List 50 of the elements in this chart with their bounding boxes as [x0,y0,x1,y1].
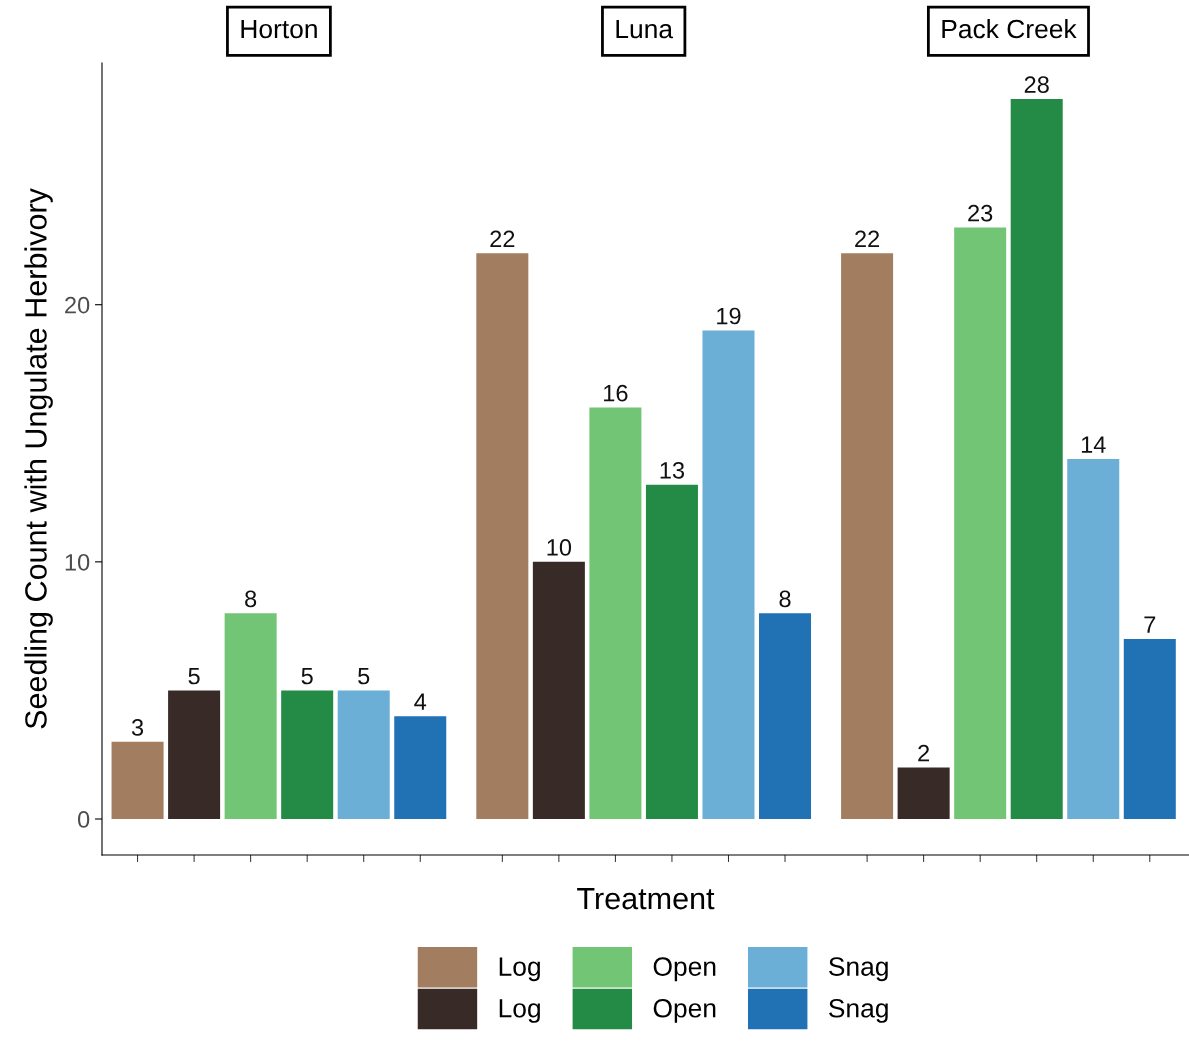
bar [168,690,221,819]
legend-label: Log [499,999,540,1023]
data-label: 8 [779,590,791,608]
x-tick-label: Pack Creek [942,18,1077,39]
data-label: 19 [717,307,741,325]
bar [645,484,698,819]
bar [954,227,1007,819]
bar [897,767,950,819]
data-label: 5 [188,667,200,685]
y-tick-label: 20 [65,296,90,314]
bar [532,561,585,819]
bar [224,613,277,819]
bar [281,690,334,819]
y-tick-label: 10 [65,553,90,571]
legend-label: Open [653,957,716,982]
bar [589,407,642,819]
data-label: 23 [968,204,993,222]
bar [1010,99,1063,819]
data-label: 16 [604,384,628,402]
bar [702,330,755,819]
data-label: 4 [414,693,427,710]
data-label: 7 [1144,616,1156,633]
data-label: 3 [131,719,144,736]
x-axis-title: Treatment [577,888,715,910]
bar [759,613,812,819]
bar [337,690,390,819]
data-label: 22 [855,230,880,247]
data-label: 2 [918,744,930,762]
data-label: 5 [358,667,370,685]
legend-label: Snag [829,957,888,982]
bar [111,741,164,819]
bar [476,253,529,819]
data-label: 8 [245,590,257,608]
bar [394,716,447,819]
data-label: 28 [1024,76,1049,93]
x-tick-label: Horton [241,19,317,39]
bar [841,253,894,819]
data-label: 22 [490,230,515,247]
legend-label: Log [499,957,540,982]
x-tick-label: Luna [616,19,674,39]
data-label: 13 [660,461,685,479]
data-label: 5 [301,667,313,685]
data-label: 14 [1081,436,1106,453]
data-label: 10 [547,539,572,556]
bar [1067,459,1120,819]
y-axis-title: Seedling Count with Ungulate Herbivory [24,188,53,729]
legend-label: Open [653,998,716,1023]
y-tick-label: 0 [77,811,90,828]
bar [1123,639,1176,819]
legend-label: Snag [829,998,888,1023]
